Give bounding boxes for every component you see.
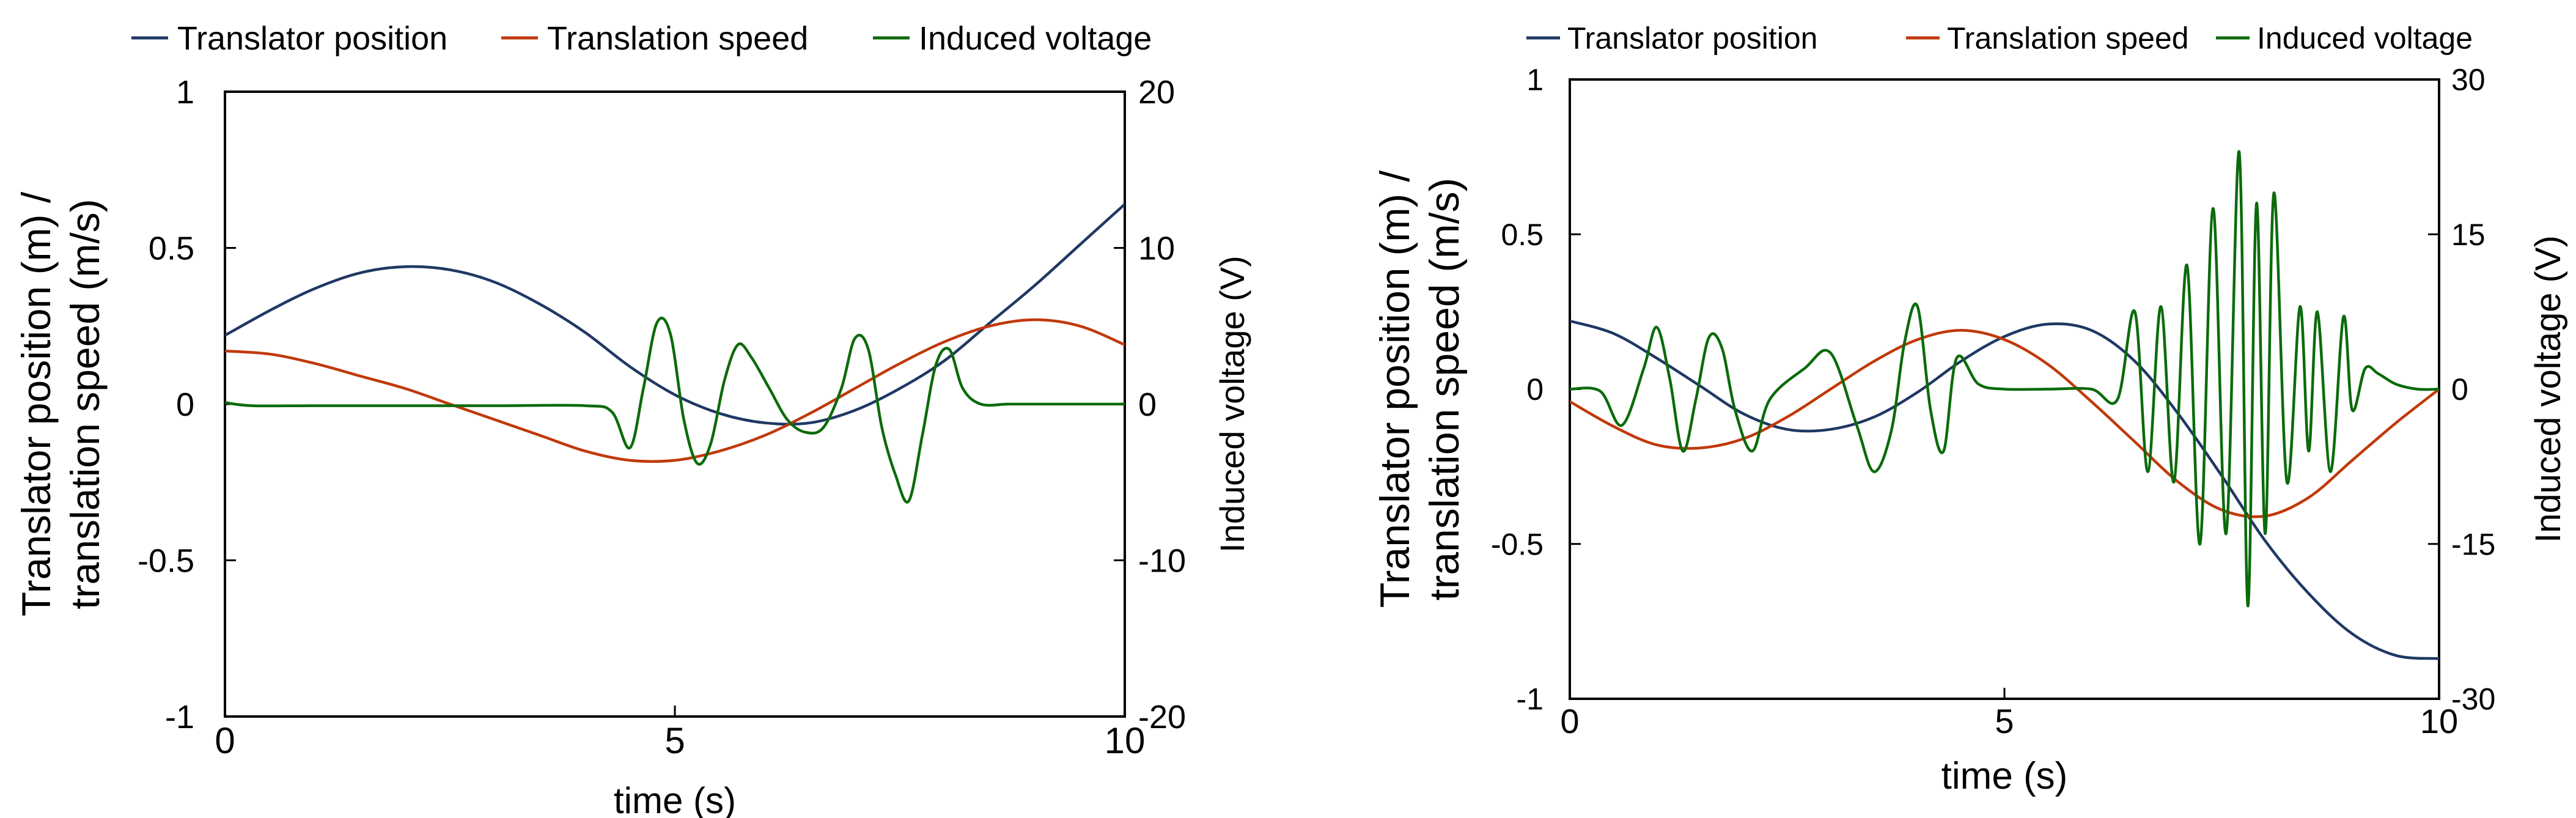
x-axis-label: time (s) xyxy=(1941,755,2068,797)
y-axis-label-line2: translation speed (m/s) xyxy=(62,199,108,609)
x-tick-label: 10 xyxy=(1105,720,1146,761)
x-axis-label: time (s) xyxy=(614,780,736,818)
y2-tick-label: -10 xyxy=(1138,542,1186,579)
y-tick-label: 0 xyxy=(1526,372,1544,407)
y-tick-label: -0.5 xyxy=(138,542,194,579)
legend-label-induced-voltage: Induced voltage xyxy=(919,20,1152,57)
y2-tick-label: 30 xyxy=(2451,63,2486,97)
series-line-translator-position xyxy=(1570,319,2439,660)
y2-tick-label: 10 xyxy=(1138,230,1175,267)
y-axis-label-line2: translation speed (m/s) xyxy=(1421,178,1468,601)
x-tick-label: 0 xyxy=(1560,702,1579,740)
legend-label-translation-speed: Translation speed xyxy=(547,20,808,57)
series-line-translation-speed xyxy=(1570,329,2439,518)
series-line-translator-position xyxy=(225,203,1125,426)
x-tick-label: 5 xyxy=(1995,702,2014,740)
y-tick-label: 0 xyxy=(176,386,194,423)
x-tick-label: 5 xyxy=(664,720,685,761)
y2-tick-label: 20 xyxy=(1138,74,1175,111)
y-tick-label: 1 xyxy=(176,74,194,111)
x-tick-label: 0 xyxy=(215,720,235,761)
y-tick-label: 0.5 xyxy=(149,230,194,267)
y2-tick-label: -30 xyxy=(2451,682,2495,717)
legend-label-induced-voltage: Induced voltage xyxy=(2257,21,2473,56)
y-axis-label-line1: Translator position (m) / xyxy=(13,191,59,616)
chart-right: 0 5 10 -1 -0.5 0 0.5 1 -30 -15 0 15 30 time (s) Transl… xyxy=(1372,21,2568,798)
legend-label-translator-position: Translator position xyxy=(177,20,447,57)
y-tick-label: -1 xyxy=(165,699,194,735)
y2-tick-label: -20 xyxy=(1138,699,1186,735)
y2-tick-label: 0 xyxy=(2451,372,2468,407)
chart-left: 0 5 10 -1 -0.5 0 0.5 1 -20 -10 0 10 20 time (s) Transl… xyxy=(13,20,1251,818)
y2-tick-label: 0 xyxy=(1138,386,1157,423)
series-line-translation-speed xyxy=(225,318,1125,463)
y2-tick-label: -15 xyxy=(2451,527,2495,561)
series-line-induced-voltage xyxy=(1570,150,2439,608)
y2-axis-label: Induced voltage (V) xyxy=(2528,235,2568,543)
y-tick-label: 0.5 xyxy=(1501,218,1544,252)
legend-label-translation-speed: Translation speed xyxy=(1947,21,2189,56)
series-line-induced-voltage xyxy=(225,317,1125,504)
y-axis-label-line1: Translator position (m) / xyxy=(1372,171,1418,608)
y-tick-label: -0.5 xyxy=(1491,527,1544,561)
y2-tick-label: 15 xyxy=(2451,218,2486,252)
y-tick-label: -1 xyxy=(1517,682,1544,717)
legend-label-translator-position: Translator position xyxy=(1567,21,1817,56)
y-tick-label: 1 xyxy=(1526,63,1544,97)
y2-axis-label: Induced voltage (V) xyxy=(1213,256,1251,553)
x-tick-label: 10 xyxy=(2420,702,2458,740)
